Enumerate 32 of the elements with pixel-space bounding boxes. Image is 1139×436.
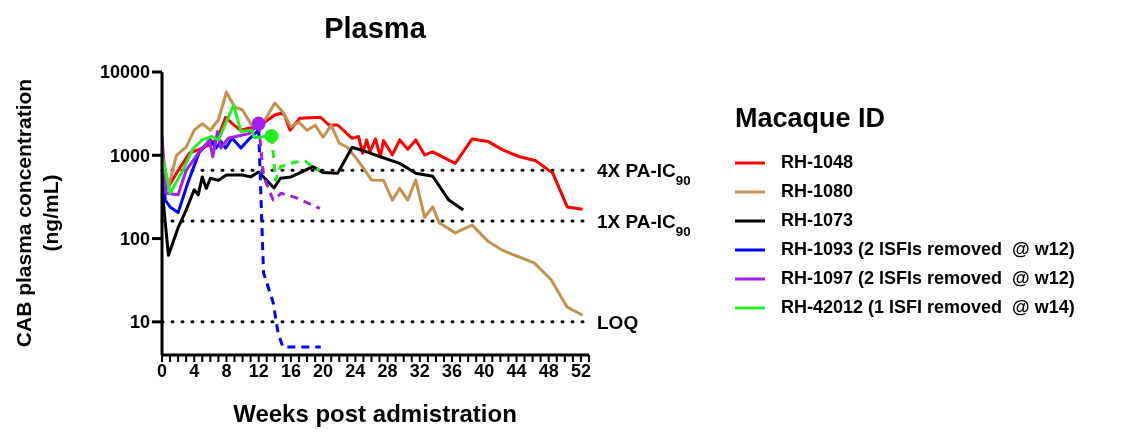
x-tick-label: 20 — [313, 360, 334, 381]
legend-title: Macaque ID — [735, 103, 887, 134]
x-tick-label: 32 — [409, 360, 430, 381]
x-tick-label: 44 — [506, 360, 527, 381]
x-tick-label: 16 — [280, 360, 301, 381]
ref-line-label: 1X PA-IC$_{90}$ — [597, 210, 691, 239]
x-tick-label: 0 — [156, 360, 168, 381]
x-axis-title: Weeks post admistration — [232, 400, 518, 428]
y-tick-label: 100 — [119, 228, 150, 249]
x-tick-label: 52 — [570, 360, 591, 381]
y-tick-label: 1000 — [109, 145, 150, 166]
ref-line-label: 4X PA-IC$_{90}$ — [597, 160, 691, 188]
legend-label: RH-1080 — [781, 181, 854, 202]
x-tick-label: 12 — [248, 360, 269, 381]
chart-title: Plasma — [323, 12, 427, 45]
y-axis-title: CAB plasma concentration (ng/mL) — [11, 77, 63, 350]
legend-label: RH-1097 (2 ISFIs removed @ w12) — [781, 268, 1075, 289]
legend-label: RH-1073 — [781, 210, 854, 231]
legend-label: RH-42012 (1 ISFI removed @ w14) — [781, 297, 1075, 318]
x-tick-label: 28 — [377, 360, 398, 381]
x-tick-label: 4 — [189, 360, 200, 381]
x-tick-label: 24 — [345, 360, 366, 381]
legend-label: RH-1048 — [781, 152, 854, 173]
x-tick-label: 8 — [221, 360, 232, 381]
x-tick-label: 48 — [538, 360, 559, 381]
y-tick-label: 10 — [129, 312, 150, 333]
x-tick-label: 36 — [442, 360, 463, 381]
y-tick-label: 10000 — [99, 62, 150, 83]
ref-line-label: LOQ — [597, 311, 639, 333]
line-series — [162, 90, 585, 317]
legend-label: RH-1093 (2 ISFIs removed @ w12) — [781, 239, 1075, 260]
x-tick-label: 40 — [474, 360, 495, 381]
